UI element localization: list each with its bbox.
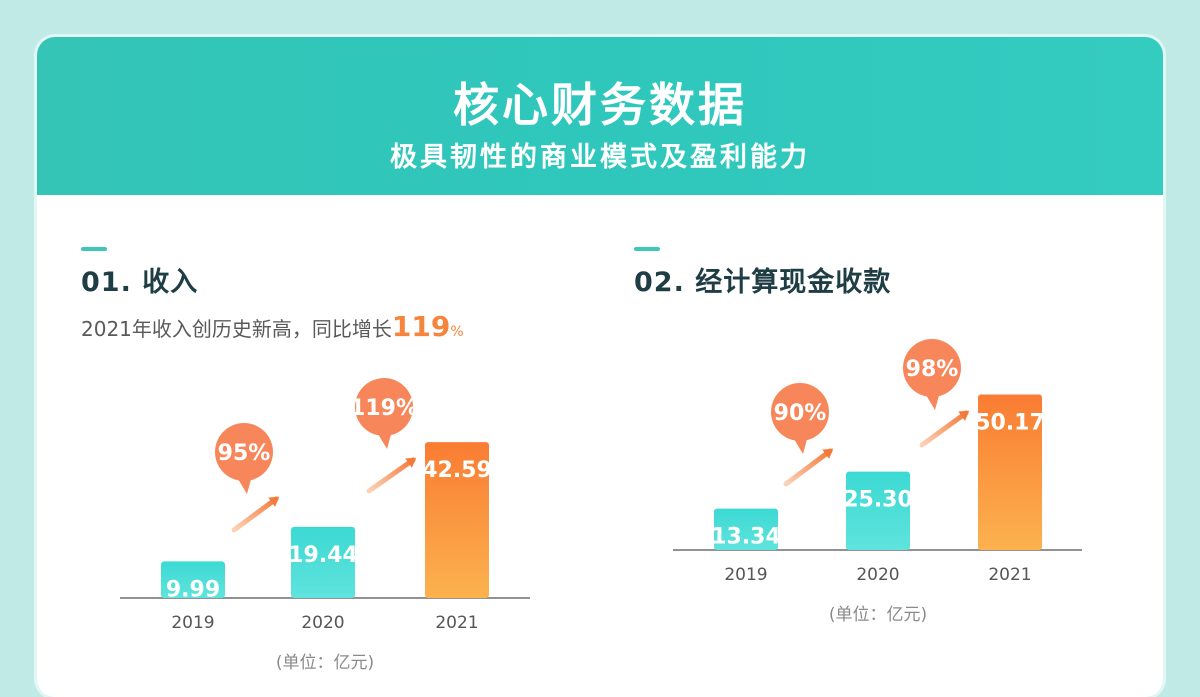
growth-arrow-line xyxy=(919,410,969,448)
bar-value-label: 13.34 xyxy=(711,525,781,550)
bar-2020 xyxy=(291,526,355,598)
growth-arrow-head xyxy=(405,457,417,468)
growth-bubble-label: 119% xyxy=(350,396,418,421)
x-tick-label: 2021 xyxy=(435,613,478,633)
growth-bubble xyxy=(771,383,829,441)
bar-2021 xyxy=(978,394,1042,550)
growth-arrow-line xyxy=(366,457,416,494)
desc-highlight: 119 xyxy=(391,310,451,343)
bar-value-label: 25.30 xyxy=(843,488,913,513)
growth-bubble-label: 95% xyxy=(218,441,271,466)
section-desc-revenue: 2021年收入创历史新高，同比增长119% xyxy=(81,310,464,343)
growth-bubble xyxy=(903,339,961,397)
section-title-cash: 02. 经计算现金收款 xyxy=(634,267,892,298)
x-tick-label: 2021 xyxy=(988,565,1031,585)
section-title-revenue: 01. 收入 xyxy=(81,267,199,298)
bar-2019 xyxy=(714,508,778,550)
x-tick-label: 2020 xyxy=(301,613,344,633)
desc-suffix: % xyxy=(450,324,464,340)
header-banner: 核心财务数据 极具韧性的商业模式及盈利能力 xyxy=(37,37,1163,195)
growth-bubble xyxy=(355,378,413,436)
growth-arrow-head xyxy=(268,496,280,507)
growth-arrow-head xyxy=(822,448,834,459)
growth-arrow-line xyxy=(783,448,833,487)
x-tick-label: 2019 xyxy=(171,613,214,633)
x-tick-label: 2019 xyxy=(724,565,767,585)
bar-value-label: 42.59 xyxy=(422,458,492,483)
bar-value-label: 19.44 xyxy=(288,543,358,568)
section-marker-cash xyxy=(634,247,660,251)
charts-layer: 9.99 2019 19.44 2020 42.59 2021 95% 119% (单位：亿元)… xyxy=(120,339,1082,673)
bar-2019 xyxy=(161,561,225,598)
unit-label: (单位：亿元) xyxy=(276,653,374,673)
page-subtitle: 极具韧性的商业模式及盈利能力 xyxy=(390,142,810,173)
bar-value-label: 50.17 xyxy=(975,410,1045,435)
bar-value-label: 9.99 xyxy=(166,577,220,602)
desc-prefix: 2021年收入创历史新高，同比增长 xyxy=(81,317,392,341)
bar-2021 xyxy=(425,442,489,598)
growth-bubble xyxy=(215,423,273,481)
section-marker-revenue xyxy=(81,247,107,251)
growth-bubble-label: 90% xyxy=(774,401,827,426)
x-tick-label: 2020 xyxy=(856,565,899,585)
growth-arrow-head xyxy=(958,410,970,421)
page-title: 核心财务数据 xyxy=(453,78,747,132)
unit-label: (单位：亿元) xyxy=(829,605,927,625)
growth-bubble-label: 98% xyxy=(906,357,959,382)
growth-arrow-line xyxy=(231,496,279,533)
bar-2020 xyxy=(846,471,910,550)
